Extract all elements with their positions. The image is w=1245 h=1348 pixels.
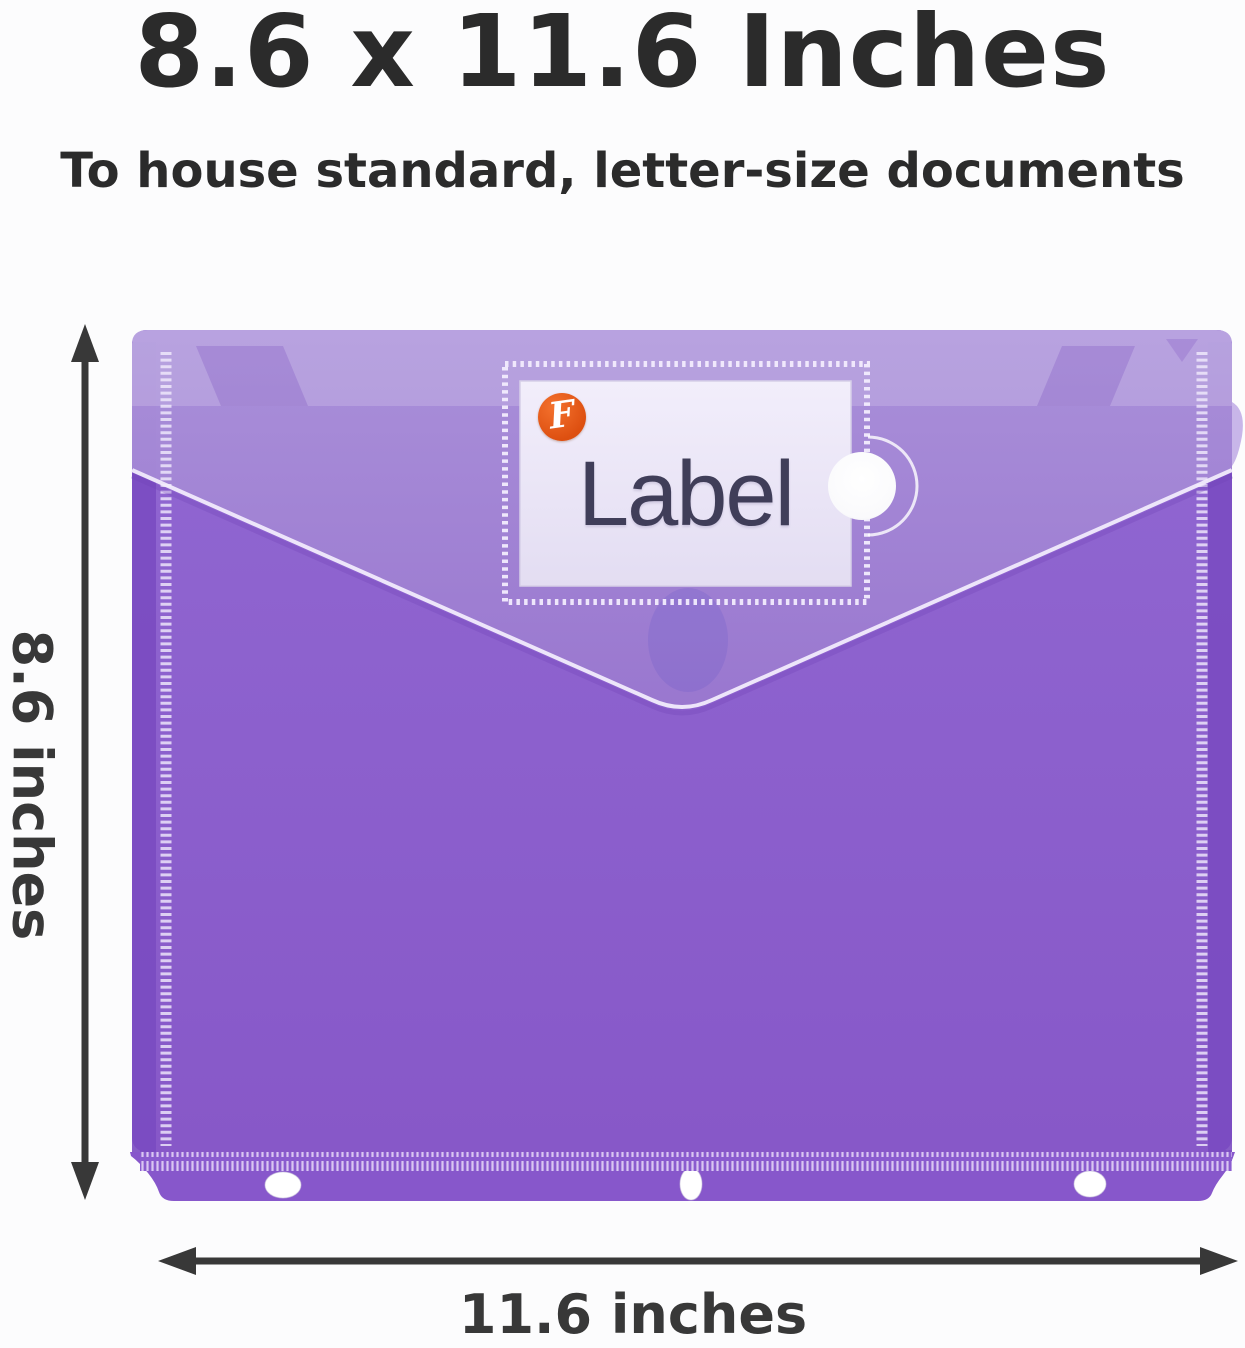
flap-edge-highlight	[131, 468, 1233, 709]
binder-hole	[679, 1167, 703, 1201]
width-dimension-label: 11.6 inches	[458, 1283, 808, 1346]
thumb-notch	[828, 452, 896, 520]
height-dimension-label: 8.6 inches	[0, 629, 64, 941]
page-title: 8.6 x 11.6 Inches	[134, 0, 1111, 110]
snap-button-shadow	[648, 588, 728, 692]
label-text: Label	[577, 443, 795, 545]
page-subtitle: To house standard, letter-size documents	[60, 143, 1185, 199]
width-arrow	[158, 1247, 1238, 1275]
flap-notch-edge	[1166, 339, 1198, 362]
flap-notch-left	[196, 346, 308, 406]
height-arrow	[71, 324, 99, 1200]
label-stitch-border	[502, 361, 870, 605]
brand-logo-icon: F	[538, 392, 586, 441]
flap-edge-shadow	[130, 473, 1234, 716]
binder-hole	[264, 1171, 302, 1199]
thumb-notch-arc	[867, 435, 919, 537]
hinge-ticks	[140, 1150, 1232, 1171]
binder-hole	[1073, 1170, 1107, 1198]
flap-top-band	[132, 330, 1232, 406]
flap-notch-right	[1037, 346, 1135, 406]
flap-corner-curl	[1232, 402, 1243, 466]
